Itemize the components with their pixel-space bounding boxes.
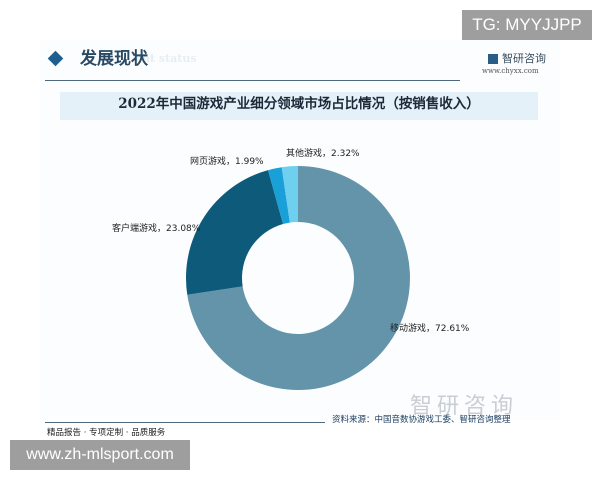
slogan: 精品报告 · 专项定制 · 品质服务 [47,428,166,438]
chart-title: 2022年中国游戏产业细分领域市场占比情况（按销售收入） [118,96,480,112]
watermark-logo: 智研咨询 [410,394,519,419]
brand-name: 智研咨询 [502,52,546,65]
donut-slice-2 [268,167,290,225]
source-note: 资料来源：中国音数协游戏工委、智研咨询整理 [332,415,511,425]
header-divider [45,80,460,81]
brand-url: www.chyxx.com [482,67,539,75]
slice-label-web: 网页游戏，1.99% [190,157,264,167]
brand-logo: 智研咨询 [488,50,546,66]
donut-slice-1 [185,170,284,295]
donut-slice-3 [281,166,298,223]
donut-slice-0 [187,166,410,390]
site-overlay: www.zh-mlsport.com [10,440,190,470]
slice-label-client: 客户端游戏，23.08% [112,224,201,234]
slice-label-other: 其他游戏，2.32% [286,149,360,159]
section-title: 发展现状 [80,49,148,69]
section-subtitle: ent status [135,52,197,65]
title-bar [60,92,538,120]
tg-overlay: TG: MYYJJPP [462,10,592,40]
slice-label-mobile: 移动游戏，72.61% [390,324,470,334]
footer-divider [45,422,325,423]
logo-icon [488,54,498,64]
